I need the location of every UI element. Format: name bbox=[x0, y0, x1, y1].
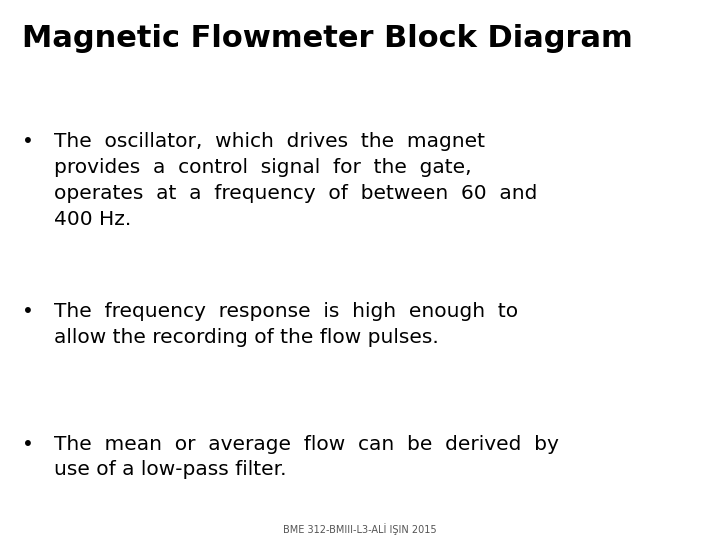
Text: Magnetic Flowmeter Block Diagram: Magnetic Flowmeter Block Diagram bbox=[22, 24, 632, 53]
Text: The  mean  or  average  flow  can  be  derived  by
use of a low-pass filter.: The mean or average flow can be derived … bbox=[54, 435, 559, 480]
Text: •: • bbox=[22, 435, 33, 454]
Text: The  oscillator,  which  drives  the  magnet
provides  a  control  signal  for  : The oscillator, which drives the magnet … bbox=[54, 132, 537, 228]
Text: •: • bbox=[22, 302, 33, 321]
Text: The  frequency  response  is  high  enough  to
allow the recording of the flow p: The frequency response is high enough to… bbox=[54, 302, 518, 347]
Text: BME 312-BMIII-L3-ALİ IŞIN 2015: BME 312-BMIII-L3-ALİ IŞIN 2015 bbox=[283, 523, 437, 535]
Text: •: • bbox=[22, 132, 33, 151]
